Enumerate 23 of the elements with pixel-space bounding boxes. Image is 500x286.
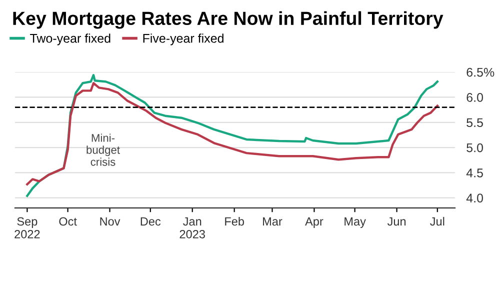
x-tick-label: Dec	[140, 217, 161, 226]
line-series	[26, 74, 439, 197]
x-tick-label: Jul	[430, 216, 444, 226]
chart-title: Key Mortgage Rates Are Now in Painful Territory	[13, 11, 444, 29]
x-tick-label: Mar	[263, 217, 282, 226]
y-tick-label: 5.5	[466, 118, 483, 128]
y-tick-label: 4.5	[466, 168, 483, 178]
line-series	[26, 82, 439, 186]
y-tick-label: 4.0	[466, 194, 483, 203]
x-tick-label: Sep 2022	[14, 217, 40, 238]
x-tick-label: Jun	[387, 217, 406, 226]
y-tick-label: 5.0	[466, 143, 483, 152]
x-tick-label: Apr	[305, 217, 324, 228]
y-tick-label: 6.0	[466, 93, 483, 102]
annotation: Mini- budget crisis	[86, 134, 120, 166]
x-tick-label: Nov	[100, 217, 120, 226]
x-tick-label: Feb	[225, 216, 244, 226]
y-tick-label: 6.5%	[466, 68, 494, 77]
x-tick-label: May	[344, 217, 366, 228]
legend-label: Two-year fixed	[30, 34, 110, 46]
x-tick-label: Oct	[59, 217, 77, 226]
legend-label: Five-year fixed	[143, 34, 224, 46]
x-tick-label: Jan 2023	[180, 217, 205, 238]
